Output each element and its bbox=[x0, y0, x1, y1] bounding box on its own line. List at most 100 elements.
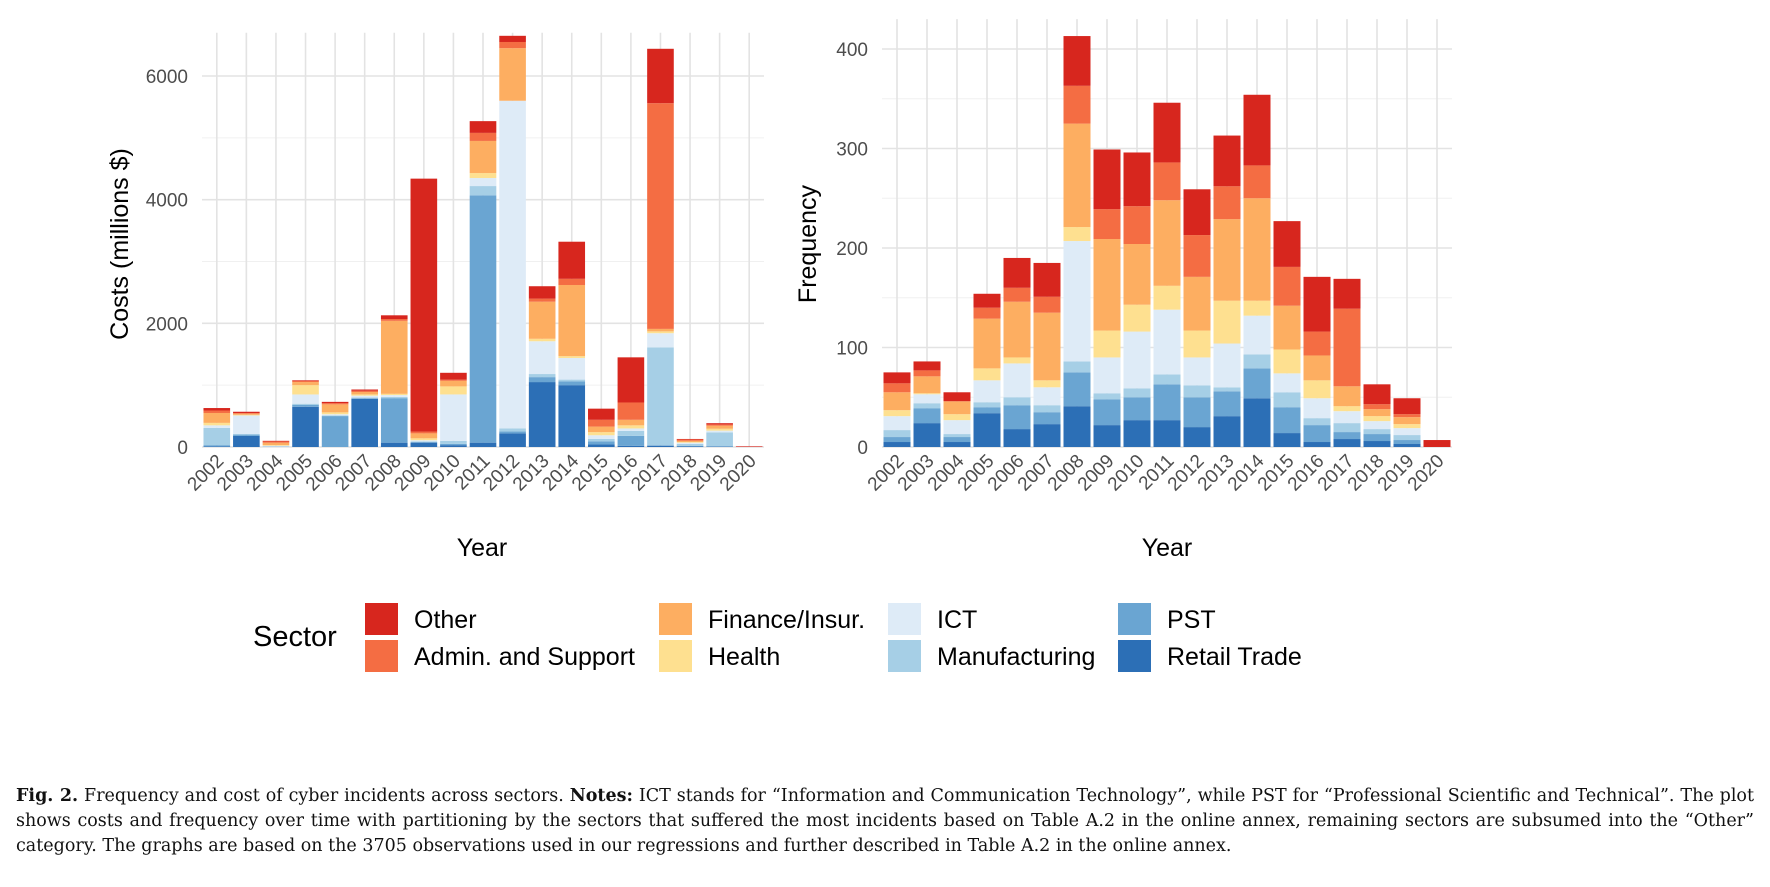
costs-bar-segment bbox=[499, 35, 526, 42]
frequency-bar-segment bbox=[1213, 135, 1241, 187]
frequency-bar-segment bbox=[883, 416, 911, 431]
frequency-bar-segment bbox=[1213, 300, 1241, 344]
costs-bar-segment bbox=[233, 412, 260, 414]
frequency-bar-segment bbox=[1423, 440, 1451, 447]
costs-bar-segment bbox=[351, 389, 378, 391]
frequency-bar-segment bbox=[1033, 380, 1061, 388]
costs-bar-segment bbox=[233, 411, 260, 413]
frequency-bar-segment bbox=[1123, 152, 1151, 207]
costs-bar-segment bbox=[469, 178, 497, 187]
frequency-bar-segment bbox=[1123, 304, 1151, 332]
frequency-bar-segment bbox=[1393, 428, 1421, 436]
frequency-bar-segment bbox=[1363, 404, 1391, 410]
costs-bar-segment bbox=[528, 341, 556, 375]
costs-bar-segment bbox=[410, 440, 438, 442]
legend: Sector Other Admin. and Support Finance/In… bbox=[253, 603, 1302, 672]
frequency-bar-segment bbox=[973, 402, 1001, 408]
frequency-bar-segment bbox=[1033, 262, 1061, 297]
costs-bar-segment bbox=[203, 446, 231, 447]
costs-bar-segment bbox=[647, 333, 674, 348]
frequency-bar-segment bbox=[883, 383, 911, 393]
costs-bar-segment bbox=[528, 377, 556, 383]
frequency-bar-segment bbox=[1183, 397, 1211, 428]
costs-bar-segment bbox=[380, 393, 408, 396]
costs-bar-segment bbox=[588, 426, 615, 433]
frequency-bar-segment bbox=[1363, 434, 1391, 442]
frequency-bar-segment bbox=[1033, 296, 1061, 313]
legend-swatch bbox=[365, 640, 398, 672]
costs-bar-segment bbox=[440, 394, 467, 441]
costs-bar-segment bbox=[321, 401, 349, 404]
costs-bar-segment bbox=[558, 381, 586, 386]
legend-swatch bbox=[659, 640, 692, 672]
frequency-bar-segment bbox=[913, 408, 941, 424]
costs-bar-segment bbox=[528, 338, 556, 342]
frequency-bar-segment bbox=[1333, 308, 1361, 387]
frequency-bar-segment bbox=[1303, 276, 1331, 332]
costs-bar-segment bbox=[469, 173, 497, 179]
costs-bar-segment bbox=[351, 391, 378, 395]
frequency-bar-segment bbox=[1243, 354, 1271, 369]
frequency-y-tick-label: 200 bbox=[836, 239, 868, 260]
costs-bar-segment bbox=[469, 442, 497, 447]
frequency-bar-segment bbox=[1273, 407, 1301, 434]
costs-bar-segment bbox=[617, 357, 645, 403]
costs-bar-segment bbox=[617, 402, 645, 420]
frequency-bar-segment bbox=[1183, 235, 1211, 277]
frequency-bar-segment bbox=[973, 413, 1001, 447]
frequency-bar-segment bbox=[1303, 331, 1331, 356]
frequency-bar-segment bbox=[1333, 406, 1361, 412]
frequency-bar-segment bbox=[1003, 257, 1031, 288]
legend-swatch bbox=[365, 603, 398, 635]
frequency-y-tick-label: 0 bbox=[857, 438, 868, 459]
frequency-bar-segment bbox=[1063, 227, 1091, 242]
frequency-bar-segment bbox=[1123, 420, 1151, 447]
frequency-y-axis-label: Frequency bbox=[794, 184, 822, 303]
costs-bar-segment bbox=[558, 241, 586, 279]
costs-bar-segment bbox=[588, 441, 615, 445]
frequency-bar-segment bbox=[1063, 361, 1091, 373]
frequency-bar-segment bbox=[1213, 391, 1241, 417]
legend-label: ICT bbox=[937, 606, 977, 634]
frequency-bar-segment bbox=[1273, 305, 1301, 350]
frequency-bar-segment bbox=[1063, 372, 1091, 407]
costs-bar-segment bbox=[351, 398, 378, 447]
costs-bar-segment bbox=[706, 425, 733, 429]
frequency-bar-segment bbox=[1213, 387, 1241, 392]
costs-bar-segment bbox=[528, 374, 556, 378]
caption-text2: ICT stands for “Information and Communic… bbox=[16, 786, 1754, 856]
frequency-bar-segment bbox=[1123, 331, 1151, 389]
costs-bar-segment bbox=[676, 442, 704, 443]
costs-bar-segment bbox=[380, 319, 408, 321]
frequency-bar-segment bbox=[1243, 300, 1271, 316]
costs-bar-segment bbox=[380, 398, 408, 443]
legend-label: Health bbox=[708, 643, 780, 671]
frequency-bar-segment bbox=[973, 307, 1001, 319]
frequency-bar-segment bbox=[1243, 315, 1271, 355]
costs-bar-segment bbox=[321, 403, 349, 405]
frequency-bar-segment bbox=[1093, 357, 1121, 394]
legend-swatch bbox=[1118, 603, 1151, 635]
costs-bar-segment bbox=[380, 320, 408, 394]
frequency-bar-segment bbox=[973, 407, 1001, 414]
frequency-bar-segment bbox=[1303, 418, 1331, 426]
costs-y-tick-label: 0 bbox=[177, 438, 188, 459]
costs-bar-segment bbox=[233, 435, 260, 447]
frequency-bar-segment bbox=[1183, 427, 1211, 447]
figure-caption: Fig. 2. Frequency and cost of cyber inci… bbox=[16, 784, 1754, 859]
frequency-y-tick-label: 400 bbox=[836, 40, 868, 61]
costs-chart: Costs (millions $) Year 0200040006000200… bbox=[106, 32, 764, 562]
frequency-bar-segment bbox=[1393, 417, 1421, 425]
costs-bar-segment bbox=[499, 41, 526, 49]
frequency-bar-segment bbox=[1303, 425, 1331, 443]
frequency-bar-segment bbox=[883, 372, 911, 384]
costs-bar-segment bbox=[617, 435, 645, 446]
frequency-bar-segment bbox=[913, 393, 941, 395]
frequency-bar-segment bbox=[1393, 440, 1421, 445]
costs-bar-segment bbox=[676, 442, 704, 444]
frequency-bar-segment bbox=[1093, 209, 1121, 240]
costs-bar-segment bbox=[617, 445, 645, 447]
frequency-bar-segment bbox=[913, 403, 941, 409]
costs-bar-segment bbox=[706, 423, 733, 425]
